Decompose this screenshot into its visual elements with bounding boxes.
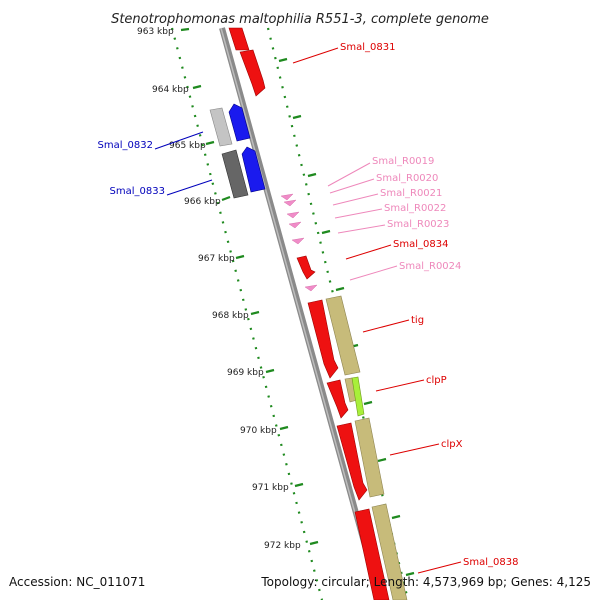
label-smal-r0019[interactable]: Smal_R0019	[372, 156, 434, 167]
trna-smal-r0023[interactable]	[291, 237, 305, 245]
tick-label-963: 963 kbp	[137, 27, 174, 37]
tick-label-966: 966 kbp	[184, 197, 221, 207]
genome-backbone	[219, 27, 383, 600]
tick-labels: 963 kbp 964 kbp 965 kbp 966 kbp 967 kbp …	[137, 27, 301, 551]
feature-smal-0833[interactable]	[221, 146, 266, 199]
tick-label-971: 971 kbp	[252, 483, 289, 493]
map-title: Stenotrophomonas maltophilia R551-3, com…	[111, 12, 489, 27]
tick-label-964: 964 kbp	[152, 85, 189, 95]
tick-label-968: 968 kbp	[212, 311, 249, 321]
label-smal-r0022[interactable]: Smal_R0022	[384, 203, 446, 214]
tick-label-967: 967 kbp	[198, 254, 235, 264]
label-smal-0831[interactable]: Smal_0831	[340, 42, 395, 53]
label-smal-0832[interactable]: Smal_0832	[98, 140, 153, 151]
feature-smal-0834[interactable]	[296, 255, 316, 280]
trna-smal-r0021[interactable]	[286, 211, 300, 219]
gene-labels: Smal_0831 Smal_0832 Smal_0833 Smal_R0019…	[98, 42, 519, 568]
label-smal-r0020[interactable]: Smal_R0020	[376, 173, 438, 184]
tick-label-970: 970 kbp	[240, 426, 277, 436]
feature-smal-0838[interactable]	[354, 503, 408, 600]
feature-smal-0831[interactable]	[228, 27, 266, 97]
feature-tig[interactable]	[307, 295, 361, 379]
label-clpX[interactable]: clpX	[441, 439, 463, 450]
trna-smal-r0024[interactable]	[304, 284, 318, 292]
label-smal-0838[interactable]: Smal_0838	[463, 557, 518, 568]
label-smal-r0024[interactable]: Smal_R0024	[399, 261, 461, 272]
trna-smal-r0020[interactable]	[283, 199, 297, 207]
feature-smal-0832[interactable]	[209, 103, 251, 147]
trna-smal-r0019[interactable]	[280, 193, 294, 201]
label-smal-r0021[interactable]: Smal_R0021	[380, 188, 442, 199]
callout-lines	[154, 47, 462, 574]
label-smal-0834[interactable]: Smal_0834	[393, 239, 448, 250]
label-clpP[interactable]: clpP	[426, 375, 447, 386]
left-major-ticks	[180, 27, 319, 546]
label-tig[interactable]: tig	[411, 315, 424, 326]
accession-text: Accession: NC_011071	[9, 575, 145, 589]
feature-clpP[interactable]	[326, 376, 365, 419]
tick-label-969: 969 kbp	[227, 368, 264, 378]
tick-label-972: 972 kbp	[264, 541, 301, 551]
trna-smal-r0022[interactable]	[288, 221, 302, 229]
topology-text: Topology: circular; Length: 4,573,969 bp…	[260, 575, 591, 589]
tick-label-965: 965 kbp	[169, 141, 206, 151]
trna-markers	[280, 193, 318, 292]
label-smal-r0023[interactable]: Smal_R0023	[387, 219, 449, 230]
label-smal-0833[interactable]: Smal_0833	[110, 186, 165, 197]
feature-clpX[interactable]	[336, 417, 385, 501]
